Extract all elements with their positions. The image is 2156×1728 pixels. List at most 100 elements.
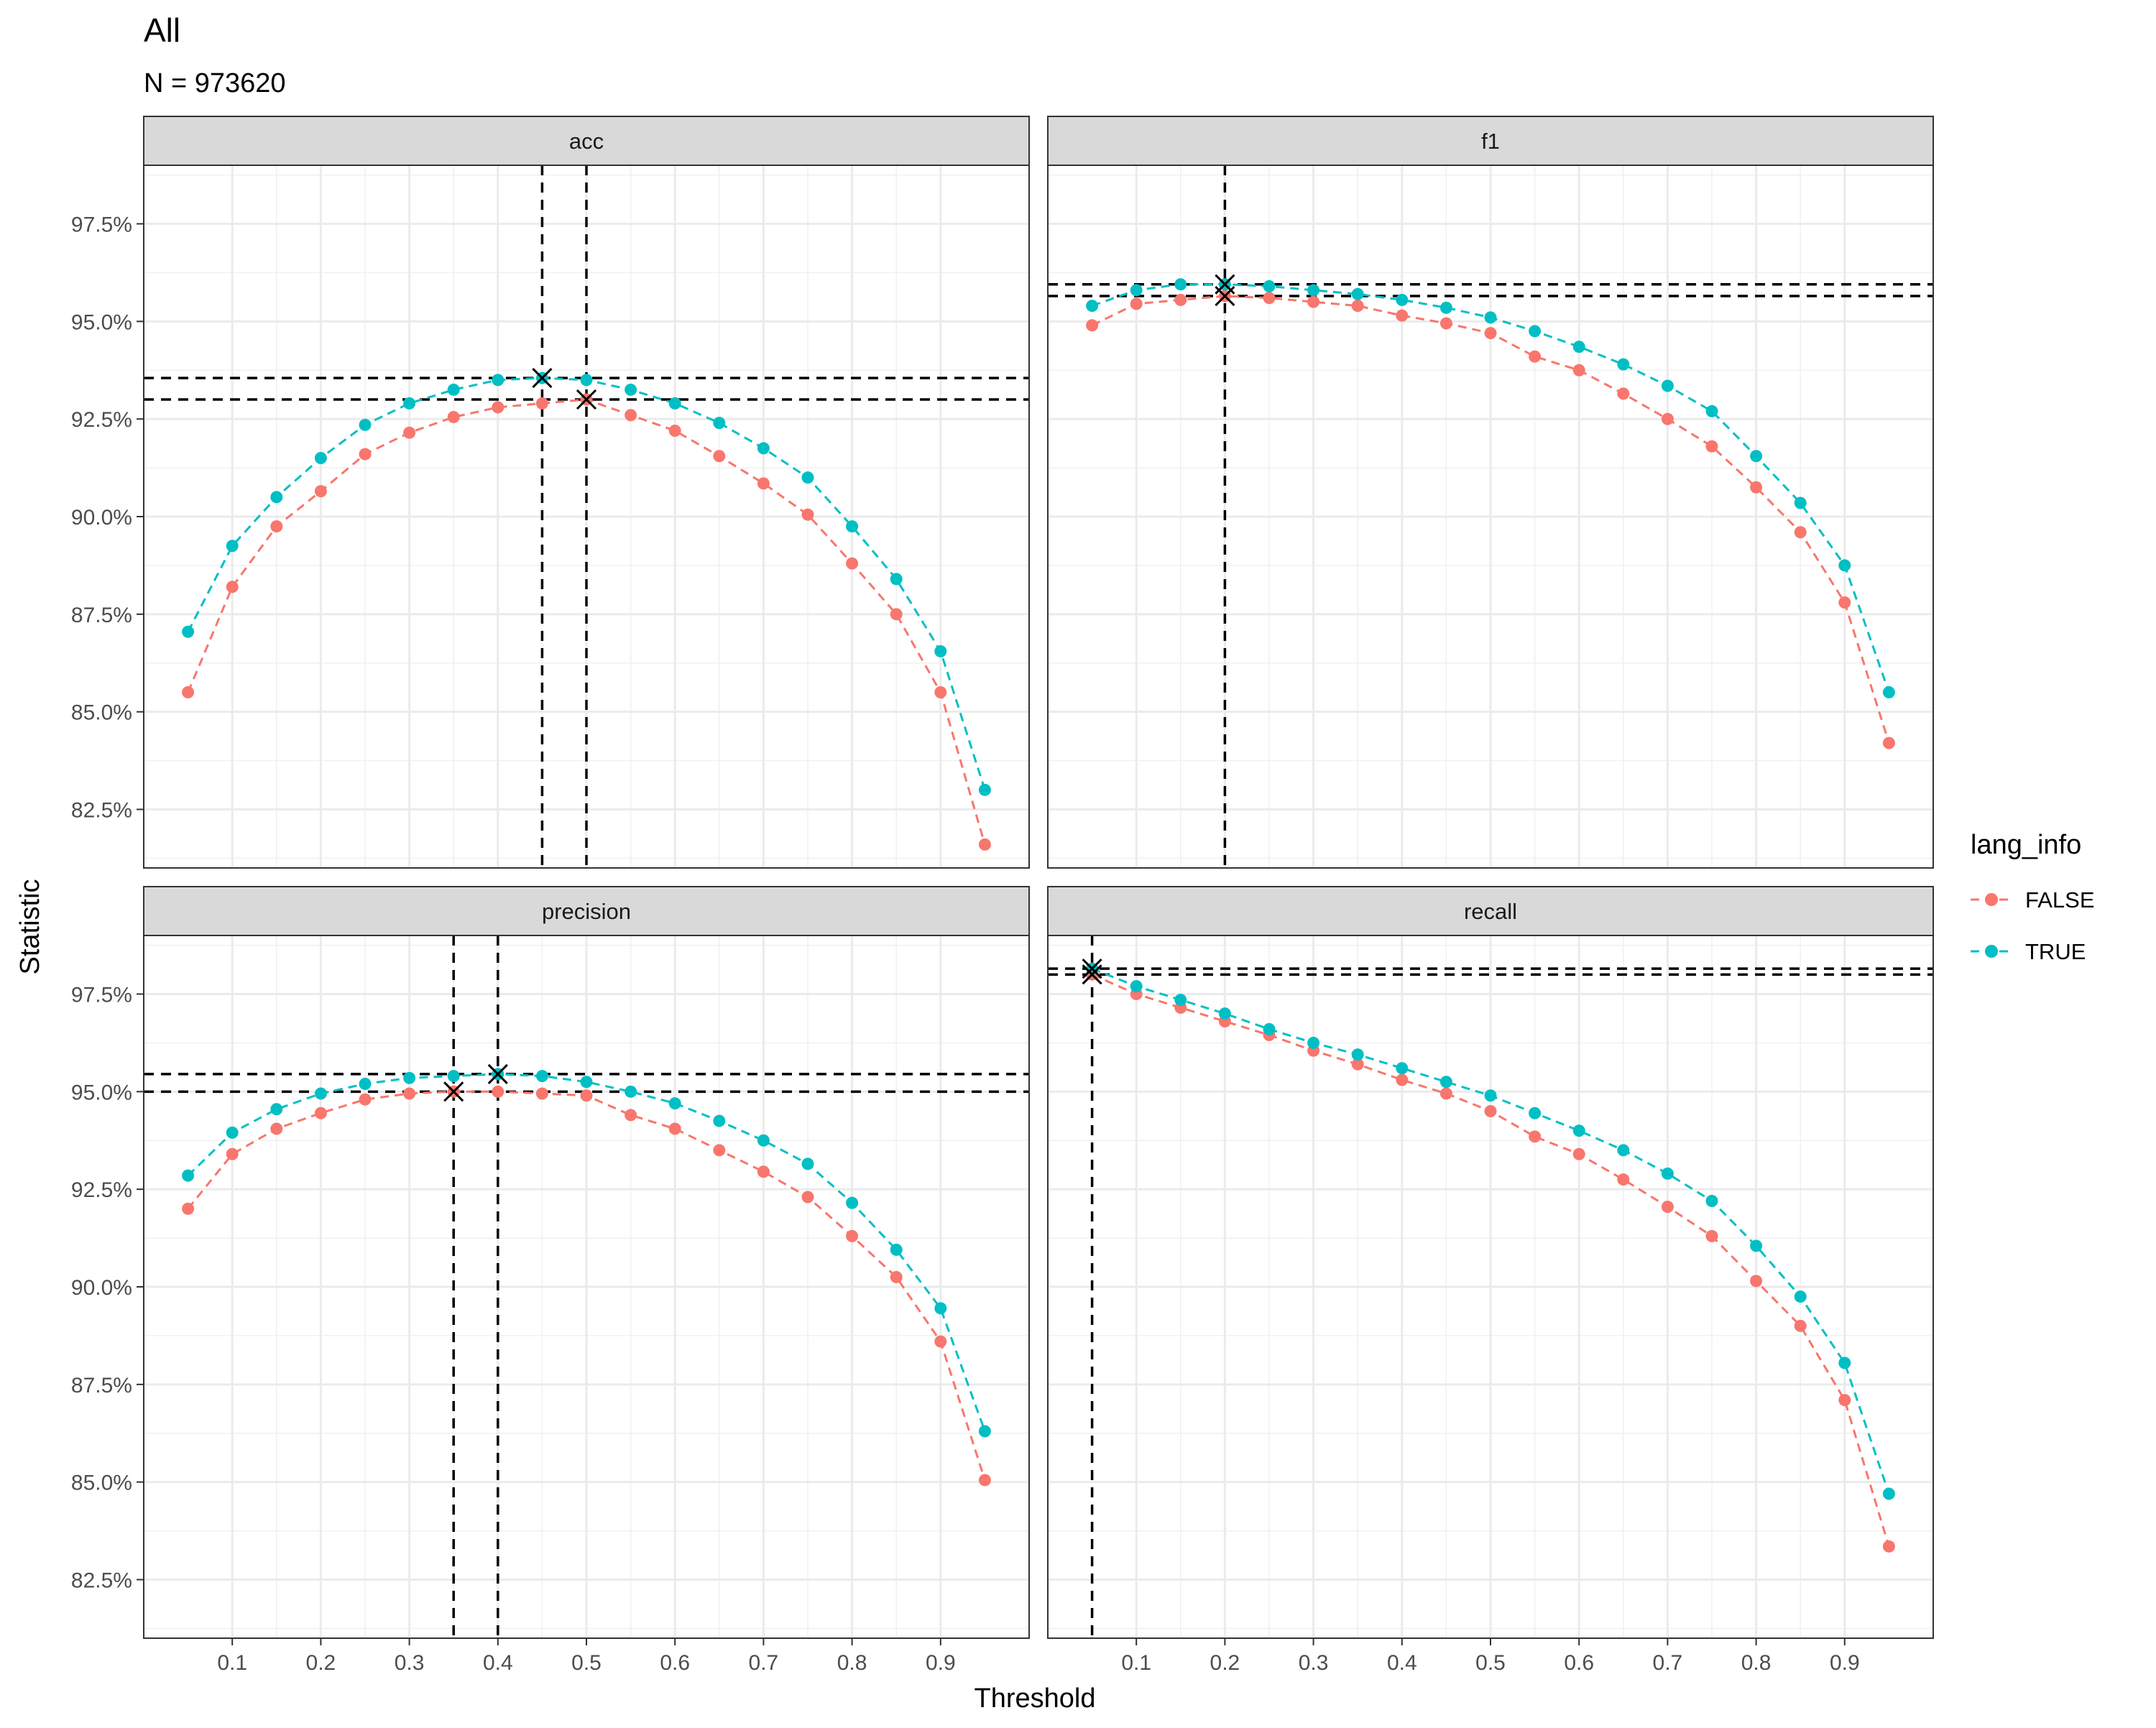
data-point [625, 1109, 637, 1122]
data-point [1572, 364, 1585, 376]
x-tick-label: 0.5 [571, 1651, 602, 1675]
best-marker-stroke [532, 368, 553, 389]
facet-strip-label: recall [1464, 899, 1517, 924]
data-point [846, 557, 859, 570]
data-point [1484, 1105, 1497, 1117]
x-tick-label: 0.3 [1299, 1651, 1329, 1675]
best-marker-FALSE [443, 1081, 464, 1102]
data-point [1882, 736, 1895, 749]
data-point [314, 452, 327, 464]
data-point [535, 1087, 548, 1100]
y-tick-label: 82.5% [71, 1569, 132, 1593]
x-tick-label: 0.6 [660, 1651, 690, 1675]
data-point [978, 838, 991, 851]
data-point [1705, 405, 1718, 417]
best-marker-FALSE [1082, 964, 1102, 985]
data-point [1529, 325, 1542, 338]
data-point [890, 608, 903, 621]
data-point [1661, 412, 1674, 425]
legend-label: TRUE [2025, 939, 2086, 964]
x-tick-label: 0.1 [217, 1651, 247, 1675]
data-point [182, 1202, 195, 1215]
y-tick-label: 95.0% [71, 1081, 132, 1104]
x-tick-label: 0.8 [837, 1651, 867, 1675]
best-marker-stroke [576, 389, 597, 410]
data-point [1307, 295, 1320, 308]
x-tick-label: 0.7 [749, 1651, 779, 1675]
data-point [801, 508, 814, 521]
chart-subtitle: N = 973620 [144, 68, 286, 98]
data-point [270, 520, 283, 533]
data-point [934, 1302, 947, 1315]
data-point [1174, 278, 1187, 291]
data-point [934, 1335, 947, 1348]
reference-lines [144, 935, 1029, 1638]
facet-strip-label: f1 [1481, 129, 1500, 154]
data-point [535, 397, 548, 410]
data-point [1130, 284, 1143, 297]
data-point [1174, 994, 1187, 1007]
data-point [713, 1114, 726, 1127]
y-tick-label: 85.0% [71, 1471, 132, 1495]
data-point [1617, 1173, 1630, 1186]
data-point [1794, 1290, 1807, 1303]
data-point [1351, 300, 1364, 313]
best-marker-TRUE [1082, 958, 1102, 979]
data-point [890, 573, 903, 586]
x-tick-label: 0.2 [1210, 1651, 1240, 1675]
data-point [1484, 311, 1497, 324]
legend-entry-TRUE: TRUE [1971, 939, 2086, 964]
data-point [1529, 1130, 1542, 1143]
data-point [1130, 297, 1143, 310]
data-point [359, 1077, 372, 1090]
y-axis-label: Statistic [15, 879, 45, 974]
data-point [403, 1071, 416, 1084]
data-point [1263, 1022, 1276, 1035]
data-point [978, 1425, 991, 1438]
data-point [1086, 300, 1099, 313]
data-point [359, 448, 372, 461]
legend-label: FALSE [2025, 887, 2095, 912]
data-point [226, 540, 239, 553]
x-tick-label: 0.8 [1741, 1651, 1772, 1675]
panel-f1: f1 [1047, 116, 1934, 869]
data-point [1396, 1073, 1409, 1086]
data-point [1174, 293, 1187, 306]
data-point [226, 1126, 239, 1139]
facet-strip [1047, 116, 1934, 166]
data-point [713, 450, 726, 463]
data-point [801, 471, 814, 484]
data-point [1529, 1106, 1542, 1119]
data-point [1351, 287, 1364, 300]
data-point [1484, 327, 1497, 340]
data-point [1794, 526, 1807, 539]
data-point [1750, 450, 1763, 463]
best-marker-TRUE [532, 368, 553, 389]
data-point [1439, 301, 1452, 314]
data-point [226, 1147, 239, 1160]
data-point [1307, 284, 1320, 297]
facet-strip-label: acc [569, 129, 604, 154]
y-tick-label: 90.0% [71, 1276, 132, 1300]
data-point [1439, 317, 1452, 330]
data-point [1661, 1201, 1674, 1214]
data-point [580, 1089, 593, 1102]
data-point [1307, 1036, 1320, 1049]
data-point [713, 417, 726, 430]
data-point [1572, 1124, 1585, 1137]
data-point [1750, 1239, 1763, 1252]
data-point [270, 1103, 283, 1116]
data-point [978, 1474, 991, 1487]
data-point [1572, 1147, 1585, 1160]
data-point [182, 625, 195, 638]
data-point [1794, 496, 1807, 509]
data-point [1705, 1229, 1718, 1242]
data-point [757, 477, 770, 490]
data-point [314, 1087, 327, 1100]
y-tick-label: 90.0% [71, 506, 132, 530]
data-point [801, 1191, 814, 1203]
best-marker-TRUE [487, 1063, 508, 1084]
chart-title: All [144, 11, 180, 49]
data-point [403, 426, 416, 439]
